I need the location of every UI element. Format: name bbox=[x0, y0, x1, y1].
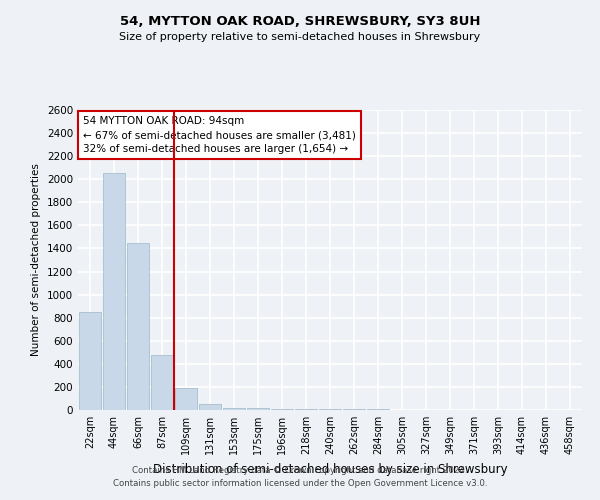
Text: 54, MYTTON OAK ROAD, SHREWSBURY, SY3 8UH: 54, MYTTON OAK ROAD, SHREWSBURY, SY3 8UH bbox=[120, 15, 480, 28]
X-axis label: Distribution of semi-detached houses by size in Shrewsbury: Distribution of semi-detached houses by … bbox=[152, 462, 508, 475]
Bar bbox=[151, 354, 173, 410]
Text: Size of property relative to semi-detached houses in Shrewsbury: Size of property relative to semi-detach… bbox=[119, 32, 481, 42]
Bar bbox=[223, 408, 245, 410]
Bar bbox=[175, 388, 197, 410]
Y-axis label: Number of semi-detached properties: Number of semi-detached properties bbox=[31, 164, 41, 356]
Bar bbox=[127, 242, 149, 410]
Bar bbox=[319, 409, 341, 410]
Bar bbox=[295, 409, 317, 410]
Bar bbox=[247, 408, 269, 410]
Bar bbox=[199, 404, 221, 410]
Bar bbox=[79, 312, 101, 410]
Bar bbox=[103, 174, 125, 410]
Text: 54 MYTTON OAK ROAD: 94sqm
← 67% of semi-detached houses are smaller (3,481)
32% : 54 MYTTON OAK ROAD: 94sqm ← 67% of semi-… bbox=[83, 116, 356, 154]
Text: Contains HM Land Registry data © Crown copyright and database right 2024.
Contai: Contains HM Land Registry data © Crown c… bbox=[113, 466, 487, 487]
Bar bbox=[271, 408, 293, 410]
